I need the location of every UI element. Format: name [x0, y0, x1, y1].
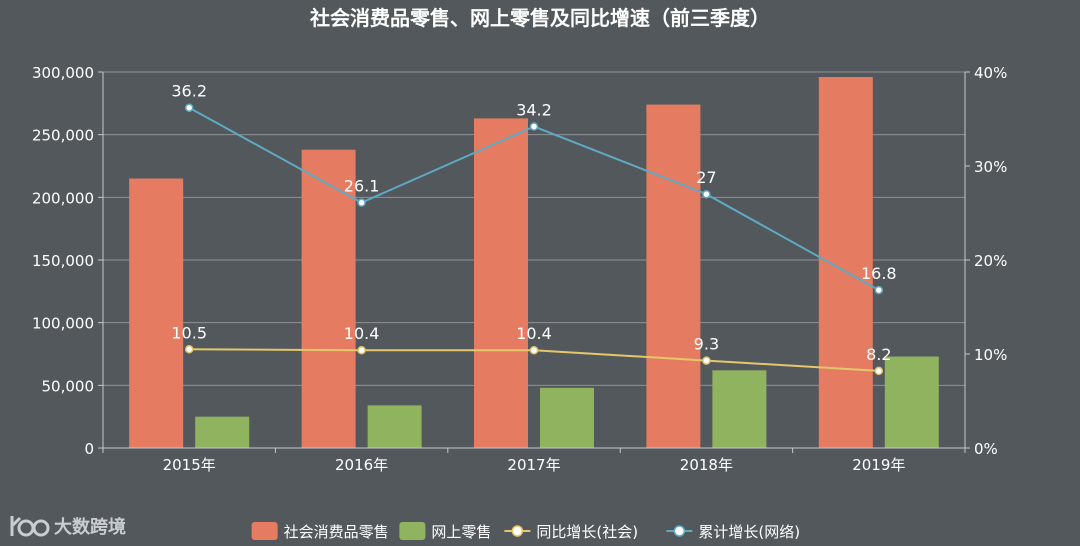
right-axis-tick-0: 0% — [974, 440, 998, 458]
right-axis-tick-1: 10% — [974, 346, 1007, 364]
right-axis-tick-2: 20% — [974, 252, 1007, 270]
left-axis-tick-1: 50,000 — [42, 377, 95, 395]
bar-series0-0 — [129, 178, 184, 449]
data-label-series3-0: 36.2 — [171, 82, 207, 101]
point-series2-4 — [874, 366, 884, 376]
legend-marker-3 — [673, 525, 686, 537]
left-axis-tick-3: 150,000 — [32, 252, 94, 270]
left-axis-tick-2: 100,000 — [32, 315, 94, 333]
watermark-logo: 大数跨境 — [10, 516, 126, 538]
bar-series0-3 — [646, 104, 701, 448]
right-axis-tick-4: 40% — [974, 64, 1007, 82]
bar-series1-1 — [367, 405, 422, 448]
data-label-series3-1: 26.1 — [344, 177, 380, 196]
point-series2-3 — [702, 356, 711, 365]
bar-series1-4 — [884, 356, 939, 448]
x-axis-label-2: 2017年 — [507, 456, 560, 474]
point-series3-4 — [874, 285, 884, 295]
point-series2-0 — [184, 345, 194, 354]
lines-group — [184, 103, 884, 376]
data-label-series3-3: 27 — [696, 168, 716, 187]
point-series3-2 — [529, 122, 539, 131]
bar-series1-2 — [540, 387, 594, 448]
data-label-series2-2: 10.4 — [516, 324, 552, 343]
bar-series1-0 — [195, 416, 250, 448]
axes-group: 0 50,000 100,000 150,000 200,000 250,000 300,0… — [32, 64, 1007, 474]
data-labels-group: 10.5 10.4 10.4 9.3 8.2 36.2 26.1 34.2 27 16.8 — [171, 82, 896, 364]
bar-series0-1 — [301, 149, 356, 448]
data-label-series2-4: 8.2 — [866, 345, 891, 364]
legend-label-2: 同比增长(社会) — [536, 523, 638, 541]
x-axis-label-3: 2018年 — [680, 456, 733, 474]
legend-swatch-0 — [251, 522, 278, 540]
x-axis-label-1: 2016年 — [335, 456, 388, 474]
point-series3-0 — [184, 103, 194, 112]
point-series2-2 — [529, 345, 539, 355]
watermark-logo-icon — [10, 516, 50, 537]
legend-label-1: 网上零售 — [431, 523, 491, 541]
data-label-series3-2: 34.2 — [516, 101, 552, 120]
data-label-series2-0: 10.5 — [171, 323, 207, 342]
x-axis-label-4: 2019年 — [852, 456, 905, 474]
data-label-series2-1: 10.4 — [344, 324, 380, 343]
bar-series1-3 — [712, 370, 767, 448]
left-axis-tick-6: 300,000 — [32, 64, 94, 82]
left-axis-tick-5: 250,000 — [32, 127, 94, 145]
legend-label-3: 累计增长(网络) — [698, 523, 800, 541]
grid-lines — [103, 71, 965, 449]
x-axis-label-0: 2015年 — [163, 456, 216, 474]
point-series2-1 — [357, 345, 366, 355]
watermark-text: 大数跨境 — [54, 516, 126, 538]
chart-title: 社会消费品零售、网上零售及同比增速（前三季度） — [309, 6, 770, 30]
bar-series0-2 — [474, 118, 528, 448]
left-axis-tick-4: 200,000 — [32, 189, 94, 207]
left-axis-tick-0: 0 — [84, 440, 94, 458]
legend-label-0: 社会消费品零售 — [284, 523, 389, 541]
point-series3-1 — [357, 198, 366, 207]
data-label-series2-3: 9.3 — [694, 335, 719, 354]
bar-series0-4 — [818, 77, 873, 448]
bars-group — [129, 77, 939, 449]
legend-swatch-1 — [399, 522, 426, 540]
point-series3-3 — [702, 189, 711, 199]
legend: 社会消费品零售 网上零售 同比增长(社会) 累计增长(网络) — [251, 522, 800, 541]
legend-marker-2 — [511, 525, 524, 537]
right-axis-tick-3: 30% — [974, 158, 1007, 176]
data-label-series3-4: 16.8 — [861, 264, 897, 283]
